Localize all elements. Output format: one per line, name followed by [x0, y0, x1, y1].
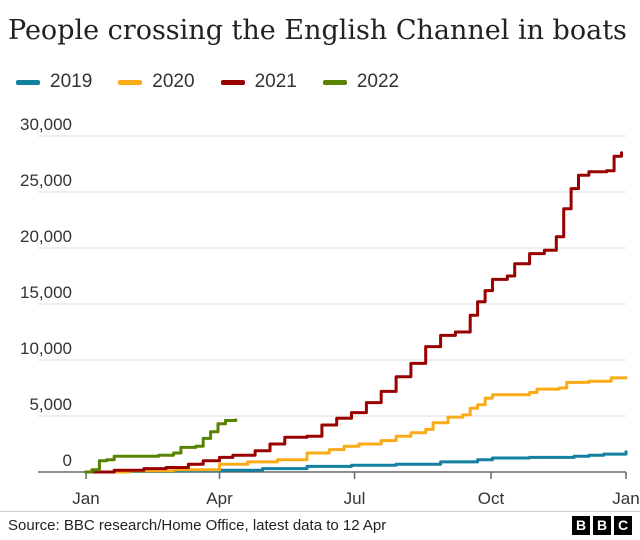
y-tick-label: 30,000 [20, 115, 72, 134]
source-note: Source: BBC research/Home Office, latest… [8, 517, 387, 534]
logo-letter: C [614, 516, 632, 535]
legend-label: 2021 [254, 71, 297, 92]
x-tick-label: Apr [206, 489, 233, 508]
y-tick-label: 0 [63, 451, 72, 470]
logo-letter: B [572, 516, 590, 535]
x-tick-label: Jul [344, 489, 366, 508]
x-tick-label: Jan [72, 489, 99, 508]
chart-legend: 2019 2020 2021 2022 [16, 68, 425, 96]
legend-item-2022: 2022 [322, 71, 400, 93]
legend-swatch [220, 79, 245, 85]
y-tick-label: 15,000 [20, 283, 72, 302]
legend-swatch [16, 79, 40, 85]
chart-title: People crossing the English Channel in b… [8, 15, 627, 46]
y-tick-label: 5,000 [29, 395, 72, 414]
legend-swatch [322, 79, 347, 85]
logo-letter: B [593, 516, 611, 535]
legend-item-2020: 2020 [118, 71, 195, 93]
y-tick-label: 25,000 [20, 171, 72, 190]
line-chart: 0 5,000 10,000 15,000 20,000 25,000 30,000 Jan A… [20, 115, 640, 508]
y-tick-label: 20,000 [20, 227, 72, 246]
legend-item-2021: 2021 [220, 71, 297, 93]
y-tick-label: 10,000 [20, 339, 72, 358]
series-line-2020 [84, 376, 628, 474]
legend-item-2019: 2019 [16, 71, 92, 93]
x-tick-label: Oct [478, 489, 505, 508]
series-line-2021 [84, 151, 623, 474]
series-line-2022 [84, 418, 238, 474]
legend-swatch [118, 79, 143, 85]
footer-divider [0, 511, 640, 512]
x-tick-label: Jan [612, 489, 639, 508]
bbc-logo: B B C [569, 516, 632, 535]
legend-label: 2022 [356, 71, 400, 92]
legend-label: 2020 [152, 71, 195, 92]
legend-label: 2019 [50, 71, 93, 92]
